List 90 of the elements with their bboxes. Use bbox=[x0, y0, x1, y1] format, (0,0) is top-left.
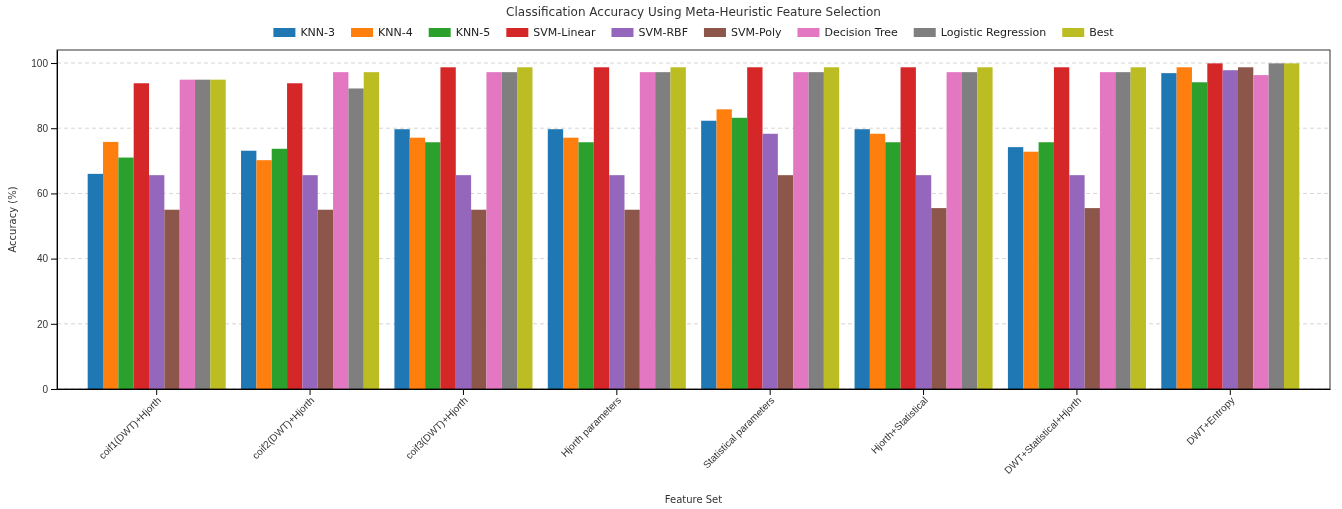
bar bbox=[961, 72, 978, 389]
legend-label: SVM-Linear bbox=[533, 26, 596, 39]
bar bbox=[1283, 63, 1300, 389]
bar bbox=[747, 67, 763, 389]
bar bbox=[409, 137, 426, 389]
bar bbox=[241, 150, 257, 389]
bar bbox=[149, 175, 165, 389]
bar bbox=[164, 209, 180, 389]
bar bbox=[1161, 73, 1177, 389]
y-tick-label: 40 bbox=[36, 253, 49, 265]
bar bbox=[977, 67, 993, 389]
bar bbox=[317, 209, 334, 389]
y-tick-label: 100 bbox=[31, 57, 49, 69]
bar bbox=[440, 67, 456, 389]
bar bbox=[793, 72, 809, 389]
legend-label: Decision Tree bbox=[824, 26, 898, 39]
bar bbox=[578, 142, 594, 389]
bar bbox=[425, 142, 441, 389]
bar bbox=[363, 72, 380, 389]
bar bbox=[731, 117, 748, 389]
bar bbox=[624, 209, 640, 389]
bar bbox=[808, 72, 824, 389]
bar bbox=[609, 175, 625, 389]
bar bbox=[777, 175, 794, 389]
bar bbox=[455, 175, 472, 389]
bar bbox=[271, 148, 288, 389]
bar bbox=[210, 79, 226, 389]
bar bbox=[900, 67, 916, 389]
bar bbox=[639, 72, 656, 389]
bar bbox=[716, 109, 732, 389]
legend-label: Best bbox=[1089, 26, 1115, 39]
bar bbox=[1253, 75, 1269, 389]
bar bbox=[1130, 67, 1146, 389]
bar bbox=[1099, 72, 1116, 389]
bar bbox=[486, 72, 502, 389]
bar bbox=[133, 83, 150, 389]
legend-label: KNN-3 bbox=[300, 26, 336, 39]
bar bbox=[302, 175, 318, 389]
bar bbox=[823, 67, 840, 389]
bar bbox=[1007, 147, 1024, 389]
y-axis-title: Accuracy (%) bbox=[7, 186, 18, 253]
bar bbox=[593, 67, 610, 389]
y-tick-label: 20 bbox=[36, 318, 49, 330]
bar bbox=[1237, 67, 1254, 389]
y-tick-label: 60 bbox=[36, 188, 49, 200]
bar bbox=[103, 141, 119, 389]
bar bbox=[1207, 63, 1223, 389]
bar bbox=[885, 142, 901, 389]
legend-label: KNN-5 bbox=[455, 26, 491, 39]
bar bbox=[869, 133, 886, 389]
bar bbox=[1069, 175, 1085, 389]
bar bbox=[547, 129, 564, 389]
bar bbox=[195, 79, 211, 389]
bar bbox=[348, 88, 364, 389]
bar bbox=[1115, 72, 1131, 389]
bar bbox=[1222, 70, 1238, 389]
bar bbox=[1038, 142, 1054, 389]
bar bbox=[118, 157, 134, 389]
y-tick-label: 80 bbox=[36, 122, 49, 134]
bar bbox=[179, 79, 196, 389]
bar bbox=[87, 173, 104, 389]
x-axis-title: Feature Set bbox=[664, 494, 723, 505]
bar bbox=[946, 72, 962, 389]
legend-label: Logistic Regression bbox=[940, 26, 1047, 39]
bar bbox=[333, 72, 349, 389]
bar bbox=[655, 72, 671, 389]
bar bbox=[670, 67, 686, 389]
bar bbox=[1268, 63, 1284, 389]
y-tick-label: 0 bbox=[42, 383, 49, 395]
bar bbox=[394, 129, 410, 389]
bar bbox=[762, 133, 778, 389]
bar bbox=[1084, 208, 1100, 389]
bar bbox=[854, 129, 870, 389]
bar bbox=[1053, 67, 1070, 389]
bar bbox=[701, 120, 717, 389]
bar bbox=[915, 175, 932, 389]
bar bbox=[471, 209, 487, 389]
legend-label: KNN-4 bbox=[378, 26, 413, 39]
bar bbox=[1023, 151, 1039, 389]
bar bbox=[1176, 67, 1192, 389]
bar bbox=[501, 72, 518, 389]
chart-title: Classification Accuracy Using Meta-Heuristic Feature Selection bbox=[506, 5, 881, 19]
bar bbox=[287, 83, 303, 389]
bar bbox=[256, 160, 272, 389]
bar bbox=[931, 208, 947, 389]
bar bbox=[517, 67, 533, 389]
legend-label: SVM-RBF bbox=[638, 26, 688, 39]
legend-label: SVM-Poly bbox=[730, 26, 782, 39]
bar bbox=[1191, 82, 1208, 389]
bar bbox=[563, 137, 579, 389]
